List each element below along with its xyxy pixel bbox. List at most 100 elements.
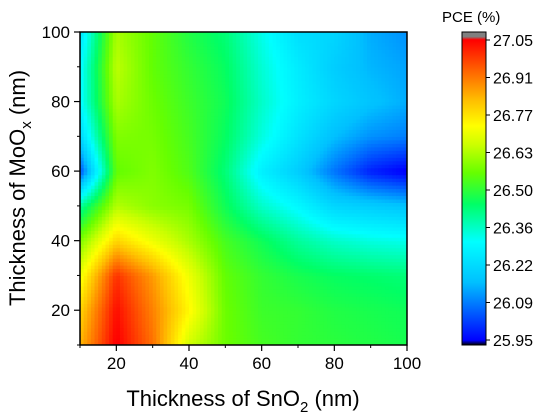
heatmap-cell <box>352 188 357 193</box>
heatmap-cell <box>228 202 234 207</box>
heatmap-cell <box>294 153 299 158</box>
heatmap-cell <box>359 254 364 259</box>
heatmap-cell <box>352 282 357 287</box>
heatmap-cell <box>101 310 107 315</box>
heatmap-cell <box>247 324 252 329</box>
heatmap-cell <box>283 285 288 290</box>
heatmap-cell <box>370 324 375 329</box>
heatmap-cell <box>323 219 328 224</box>
heatmap-cell <box>116 240 121 245</box>
heatmap-cell <box>159 327 165 332</box>
heatmap-cell <box>123 303 128 308</box>
heatmap-cell <box>363 254 368 259</box>
heatmap-cell <box>279 296 285 301</box>
heatmap-cell <box>163 212 168 217</box>
heatmap-cell <box>189 271 194 277</box>
heatmap-cell <box>94 292 99 297</box>
heatmap-cell <box>152 265 157 270</box>
heatmap-cell <box>388 275 394 280</box>
heatmap-cell <box>392 233 397 238</box>
heatmap-cell <box>403 289 407 294</box>
heatmap-cell <box>210 261 216 266</box>
heatmap-cell <box>98 174 103 179</box>
heatmap-cell <box>258 240 263 245</box>
heatmap-cell <box>283 244 288 249</box>
heatmap-cell <box>327 324 332 329</box>
heatmap-cell <box>203 181 208 186</box>
heatmap-cell <box>298 237 303 242</box>
heatmap-cell <box>385 331 390 336</box>
heatmap-cell <box>199 160 205 165</box>
heatmap-cell <box>367 278 372 283</box>
heatmap-cell <box>247 216 252 221</box>
heatmap-cell <box>330 334 335 339</box>
heatmap-cell <box>330 195 335 200</box>
heatmap-cell <box>381 275 386 280</box>
heatmap-cell <box>116 334 121 339</box>
heatmap-cell <box>196 289 201 294</box>
heatmap-cell <box>127 174 132 179</box>
heatmap-cell <box>152 195 157 200</box>
heatmap-cell <box>396 282 401 287</box>
heatmap-cell <box>105 334 110 339</box>
heatmap-cell <box>308 317 314 322</box>
heatmap-cell <box>174 174 179 179</box>
heatmap-cell <box>272 268 277 273</box>
heatmap-cell <box>105 178 110 183</box>
heatmap-cell <box>298 268 303 273</box>
heatmap-cell <box>312 285 317 290</box>
heatmap-cell <box>265 285 270 290</box>
heatmap-cell <box>396 226 401 231</box>
heatmap-cell <box>178 292 183 297</box>
heatmap-cell <box>283 265 288 270</box>
heatmap-cell <box>123 174 128 179</box>
heatmap-cell <box>141 191 146 197</box>
heatmap-cell <box>214 191 219 197</box>
heatmap-cell <box>279 320 285 325</box>
heatmap-cell <box>196 195 201 200</box>
heatmap-cell <box>119 317 125 322</box>
heatmap-cell <box>312 317 317 322</box>
heatmap-cell <box>225 285 230 290</box>
heatmap-cell <box>348 338 354 343</box>
heatmap-cell <box>141 219 146 224</box>
heatmap-cell <box>98 191 103 197</box>
heatmap-cell <box>203 296 208 301</box>
heatmap-cell <box>163 216 168 221</box>
heatmap-cell <box>218 278 223 283</box>
heatmap-cell <box>239 289 245 294</box>
heatmap-cell <box>268 171 274 176</box>
heatmap-cell <box>116 150 121 155</box>
heatmap-cell <box>337 153 343 158</box>
heatmap-cell <box>90 191 96 197</box>
heatmap-cell <box>403 341 407 345</box>
heatmap-cell <box>236 157 241 162</box>
heatmap-cell <box>87 278 92 283</box>
heatmap-cell <box>163 191 168 197</box>
heatmap-cell <box>396 278 401 283</box>
heatmap-cell <box>308 226 314 231</box>
heatmap-cell <box>214 271 219 277</box>
heatmap-cell <box>105 296 110 301</box>
heatmap-cell <box>403 303 407 308</box>
heatmap-cell <box>268 282 274 287</box>
heatmap-cell <box>80 223 85 228</box>
heatmap-cell <box>341 338 346 343</box>
heatmap-cell <box>385 244 390 249</box>
heatmap-cell <box>163 313 168 318</box>
heatmap-cell <box>98 237 103 242</box>
heatmap-cell <box>258 299 263 304</box>
heatmap-cell <box>112 317 117 322</box>
heatmap-cell <box>279 327 285 332</box>
heatmap-cell <box>109 258 114 263</box>
heatmap-cell <box>290 202 295 207</box>
heatmap-cell <box>367 299 372 304</box>
heatmap-cell <box>323 254 328 259</box>
heatmap-cell <box>207 205 212 210</box>
heatmap-cell <box>105 254 110 259</box>
heatmap-cell <box>116 247 121 252</box>
heatmap-cell <box>348 292 354 297</box>
heatmap-cell <box>189 181 194 186</box>
heatmap-cell <box>363 334 368 339</box>
heatmap-cell <box>301 285 306 290</box>
